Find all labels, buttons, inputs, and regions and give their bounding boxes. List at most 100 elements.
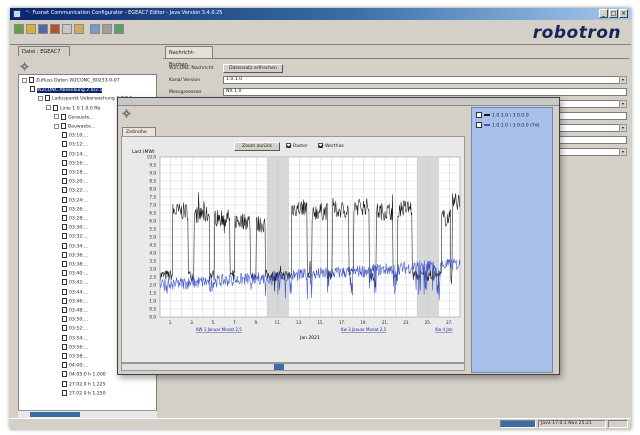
tree-item[interactable]: 03:38:...	[62, 261, 88, 268]
property-label: Kanal Version	[169, 78, 201, 83]
tree-item[interactable]: 03:22:...	[62, 187, 88, 194]
tree-item[interactable]: 03:40:...	[62, 270, 88, 277]
tree-item-label: 03:24:...	[69, 198, 89, 204]
gear-icon[interactable]	[122, 109, 131, 118]
tree-item[interactable]: 03:44:...	[62, 288, 88, 296]
tree-item[interactable]: 03:26:...	[62, 205, 88, 213]
new-icon[interactable]	[14, 24, 24, 34]
tree-item[interactable]: 03:12:...	[62, 141, 88, 148]
property-field[interactable]: 1.0.1.0	[223, 76, 627, 84]
property-field[interactable]: NR 1.0	[223, 88, 627, 96]
cut-icon[interactable]	[50, 24, 60, 34]
tree-item[interactable]: 03:48:...	[62, 307, 88, 314]
tree-item-label: Laduspunkt Ueberwachung 2.0/2.1	[52, 96, 133, 102]
tree-item[interactable]: 04:00:...	[62, 362, 88, 369]
legend-item[interactable]: 1.0.1.0 \ 3.0.0.0 (7d)	[476, 122, 540, 130]
tree-item-label: 27.02.0 h 1.250	[69, 391, 106, 397]
dropdown-arrow-icon[interactable]: ▾	[619, 148, 627, 156]
collapse-icon[interactable]	[38, 95, 43, 101]
tree-item[interactable]: Bauwaete...	[54, 123, 95, 130]
tab-nachricht-buchen[interactable]: Nachricht-Buchen	[165, 46, 213, 68]
collapse-icon[interactable]	[22, 77, 27, 83]
tree-item[interactable]: 03:52:...	[62, 325, 88, 332]
legend-item[interactable]: 1.0.1.0 \ 3.0.0.0	[476, 112, 529, 120]
paste-icon[interactable]	[74, 24, 84, 34]
restore-button[interactable]: □	[609, 9, 618, 18]
tree-item[interactable]: 04:05:0 h 1.000	[62, 371, 106, 378]
week-link[interactable]: Kw 4 Jan	[435, 327, 453, 332]
file-tab[interactable]: Datei : EGEAC7	[18, 46, 70, 56]
dropdown-arrow-icon[interactable]: ▾	[619, 76, 627, 84]
x-tick-label: 9.	[255, 320, 259, 325]
collapse-icon[interactable]	[54, 123, 59, 129]
tree-item[interactable]: 03:10:...	[62, 132, 88, 139]
copy-icon[interactable]	[62, 24, 72, 34]
tree-horizontal-scrollbar[interactable]	[18, 410, 157, 418]
chart-window-title-bar[interactable]	[118, 98, 559, 106]
tree-item[interactable]: 03:34:...	[62, 242, 89, 250]
tree-item[interactable]: 03:14:...	[62, 150, 88, 158]
legend-checkbox[interactable]	[476, 122, 482, 128]
tree-item[interactable]: Laduspunkt Ueberwachung 2.0/2.1	[38, 95, 132, 102]
tree-item[interactable]: 03:20:...	[62, 178, 88, 185]
grid-checkbox[interactable]: Raster	[286, 143, 308, 150]
tree-item[interactable]: 03:36:...	[62, 251, 88, 259]
tree-item[interactable]: Linie 1 0 1.0.0 Rb	[46, 104, 100, 112]
document-icon	[62, 371, 67, 378]
scrollbar-thumb[interactable]	[30, 412, 80, 417]
series-line-black	[159, 192, 461, 292]
tree-item[interactable]: 03:50:...	[62, 316, 88, 323]
zoom-reset-button[interactable]: Zoom zurück	[234, 142, 280, 151]
tree-item[interactable]: 03:24:...	[62, 196, 89, 204]
open-icon[interactable]	[26, 24, 36, 34]
tree-item-label: 03:34:...	[69, 244, 89, 250]
tree-item[interactable]: 03:18:...	[62, 169, 88, 176]
document-icon	[53, 104, 58, 111]
dropdown-arrow-icon[interactable]: ▾	[619, 100, 627, 108]
tree-item[interactable]: 03:56:...	[62, 343, 89, 351]
close-button[interactable]: ×	[619, 9, 628, 18]
refresh-button[interactable]: Datensatz erfrischen	[223, 64, 283, 73]
tree-item[interactable]: 03:42:...	[62, 279, 88, 286]
y-tick-label: 9.0	[149, 171, 156, 176]
scrollbar-thumb[interactable]	[274, 364, 284, 370]
collapse-icon[interactable]	[46, 105, 51, 111]
tree-item[interactable]: 03:16:...	[62, 159, 89, 167]
week-link[interactable]: KW 1 Januar Monat 2,5	[196, 327, 242, 332]
title-bar[interactable]: ⁿ◦ Fusnet Communication Configurator - E…	[10, 8, 631, 20]
tree-item[interactable]: 03:46:...	[62, 297, 89, 305]
chart-horizontal-scrollbar[interactable]	[121, 363, 465, 371]
help-icon[interactable]	[114, 24, 124, 34]
save-icon[interactable]	[38, 24, 48, 34]
tree-item-label: 03:46:...	[69, 299, 89, 305]
expand-icon[interactable]	[54, 114, 59, 120]
tree-item-label: 03:12:...	[69, 142, 89, 148]
week-link[interactable]: Kw 3 Januar Monat 2,5	[341, 327, 387, 332]
load-profile-chart[interactable]: 0.0 0.5 1.0 1.5 2.0 2.5 3.0 3.5 4.0 4.5 5.0 5.5 6.0 6…	[122, 137, 464, 362]
checkbox-box[interactable]	[286, 143, 291, 148]
tree-item[interactable]: Zufluss Daten W2CONC_B0233-0-07	[22, 77, 120, 84]
tree-item[interactable]: 03:30:...	[62, 224, 88, 231]
document-icon	[62, 196, 67, 203]
tree-item[interactable]: 03:28:...	[62, 215, 88, 222]
tree-item-label: 03:16:...	[69, 161, 89, 167]
tab-zeitreihe[interactable]: Zeitreihe	[122, 127, 156, 136]
tree-item[interactable]: 03:32:...	[62, 233, 88, 240]
tree-item[interactable]: 03:58:...	[62, 353, 88, 360]
checkbox-box[interactable]	[318, 143, 323, 148]
minimize-button[interactable]: _	[599, 9, 608, 18]
tree-item[interactable]: Gerauete...	[54, 113, 94, 121]
x-tick-label: 25.	[425, 320, 431, 325]
tree-item-label: 03:56:...	[69, 345, 89, 351]
values-checkbox[interactable]: Werthas	[318, 143, 344, 150]
gear-icon[interactable]	[20, 62, 29, 71]
print-icon[interactable]	[102, 24, 112, 34]
tree-item[interactable]: 03:54:...	[62, 334, 88, 342]
legend-checkbox[interactable]	[476, 112, 482, 118]
tree-item[interactable]: 27.02.0 h 1.225	[62, 380, 106, 388]
find-icon[interactable]	[90, 24, 100, 34]
tree-item[interactable]: W2CONC Absenkung 2.0/2.1	[30, 86, 103, 93]
dropdown-arrow-icon[interactable]: ▾	[619, 124, 627, 132]
tree-item[interactable]: 27.02.0 h 1.250	[62, 389, 106, 397]
status-version: Java 17.0.1 Nov 25.21	[538, 420, 606, 428]
